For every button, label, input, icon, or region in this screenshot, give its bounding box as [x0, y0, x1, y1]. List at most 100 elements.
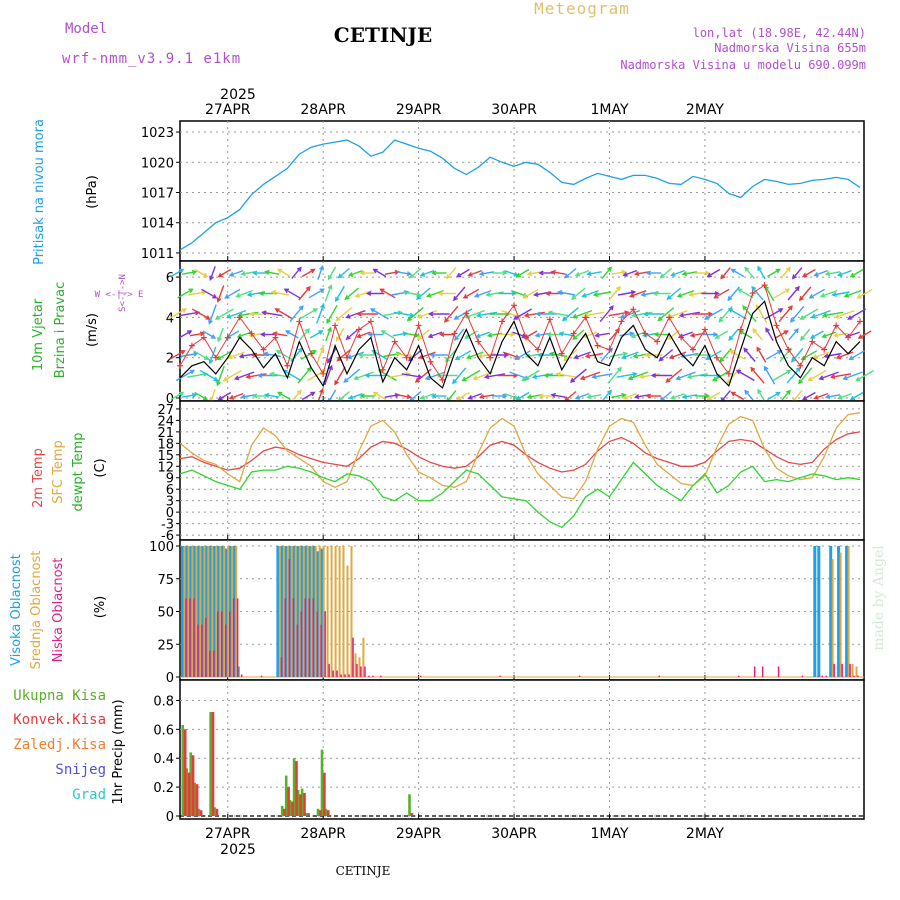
- wind-arrow: [765, 328, 774, 341]
- cloud-low-bar: [817, 675, 819, 677]
- wind-arrowhead: [801, 272, 808, 278]
- wind-arrow: [300, 350, 316, 360]
- wind-arrowhead: [353, 375, 359, 381]
- cloud-low-bar: [578, 675, 581, 677]
- wind-arrow: [780, 267, 791, 279]
- wind-arrowhead: [809, 334, 816, 339]
- cloud-low-bar: [368, 675, 370, 677]
- cloud-low-bar: [324, 611, 326, 677]
- bottom-day-label: 1MAY: [590, 826, 628, 842]
- wind-arrowhead: [855, 376, 861, 382]
- wind-arrowhead: [650, 372, 657, 379]
- wind-arrowhead: [252, 270, 258, 276]
- wind-arrow: [446, 267, 457, 279]
- wind-arrowhead: [191, 269, 198, 275]
- model-label: Model: [65, 21, 107, 37]
- wind-arrow: [285, 330, 299, 339]
- wind-arrowhead: [744, 266, 750, 272]
- cloud-mid-bar: [294, 546, 297, 677]
- wind-arrowhead: [621, 354, 627, 360]
- wind-arrowhead: [202, 272, 209, 278]
- wind-arrow: [392, 332, 407, 337]
- wind-arrowhead: [417, 335, 423, 340]
- wind-arrow: [707, 391, 721, 401]
- bottom-day-label: 29APR: [396, 826, 442, 842]
- wind-arrowhead: [212, 293, 218, 299]
- wind-arrowhead: [785, 266, 791, 272]
- wind-arrowhead: [513, 315, 519, 320]
- wind-arrowhead: [688, 291, 694, 297]
- wind-arrow: [532, 373, 553, 378]
- wind-gust-point: [308, 350, 315, 357]
- cloud-mid-bar: [298, 546, 301, 677]
- wind-arrowhead: [344, 294, 350, 300]
- wind-arrow: [719, 348, 732, 362]
- wind-arrow: [564, 390, 577, 402]
- wind-arrow: [291, 267, 302, 279]
- cloud-mid-bar: [207, 546, 210, 677]
- wind-arrowhead: [359, 393, 365, 399]
- wind-arrowhead: [414, 332, 421, 338]
- wind-arrowhead: [775, 391, 781, 397]
- wind-arrowhead: [264, 392, 270, 398]
- wind-arrowhead: [686, 374, 693, 380]
- wind-gust-point: [332, 322, 339, 329]
- wind-arrowhead: [416, 294, 422, 300]
- wind-arrow: [570, 368, 587, 383]
- cloud-low-bar: [344, 674, 346, 677]
- wind-arrow: [778, 305, 793, 323]
- cloud-low-bar: [849, 663, 851, 677]
- cloud-low-bar: [761, 666, 764, 677]
- wind-arrow: [236, 289, 253, 298]
- wind-arrow: [575, 392, 590, 400]
- wind-arrow: [752, 328, 763, 341]
- wind-arrowhead: [277, 391, 283, 397]
- wind-arrow: [809, 288, 826, 299]
- wind-arrowhead: [419, 394, 426, 400]
- wind-arrowhead: [526, 271, 533, 277]
- cloud-mid-bar: [358, 657, 361, 677]
- precip-total-bar: [316, 808, 320, 816]
- wind-arrowhead: [569, 377, 576, 383]
- cloud-mid-bar: [322, 546, 325, 677]
- wind-arrow: [170, 268, 184, 278]
- wind-arrow: [792, 267, 803, 279]
- wind-arrowhead: [478, 271, 485, 277]
- cloud-low-bar: [825, 675, 827, 677]
- wind-arrow: [301, 391, 315, 401]
- cloud-high-bar: [181, 546, 184, 677]
- wind-arrow: [335, 285, 345, 302]
- wind-arrow: [343, 368, 361, 383]
- wind-arrow: [773, 288, 790, 299]
- wind-arrow: [271, 291, 289, 296]
- wind-arrow: [681, 352, 699, 358]
- wind-arrowhead: [564, 273, 570, 279]
- cloud-mid-bar: [219, 546, 222, 677]
- wind-gust-point: [725, 370, 732, 377]
- wind-arrowhead: [335, 316, 341, 322]
- wind-arrowhead: [847, 315, 853, 320]
- wind-arrowhead: [584, 353, 591, 359]
- wind-gust-point: [499, 318, 506, 325]
- wind-arrow: [238, 311, 259, 317]
- wind-arrow: [191, 308, 210, 320]
- wind-arrow: [707, 268, 721, 278]
- wind-arrowhead: [789, 317, 795, 323]
- wind-arrowhead: [713, 331, 719, 338]
- wind-arrowhead: [729, 350, 735, 355]
- wind-arrowhead: [429, 352, 435, 358]
- wind-arrow: [209, 266, 216, 280]
- cloud-low-bar: [292, 598, 295, 677]
- wind-arrow: [273, 332, 288, 337]
- cloud-mid-bar: [310, 546, 313, 677]
- wind-arrowhead: [705, 270, 711, 276]
- wind-arrowhead: [296, 389, 302, 395]
- wind-arrowhead: [821, 312, 828, 318]
- cloud-low-bar: [312, 598, 314, 677]
- wind-gust-point: [773, 322, 780, 329]
- wind-arrowhead: [665, 377, 671, 383]
- wind-arrowhead: [327, 284, 333, 290]
- wind-arrow: [454, 328, 465, 341]
- wind-arrow: [226, 330, 240, 339]
- wind-arrow: [316, 304, 325, 324]
